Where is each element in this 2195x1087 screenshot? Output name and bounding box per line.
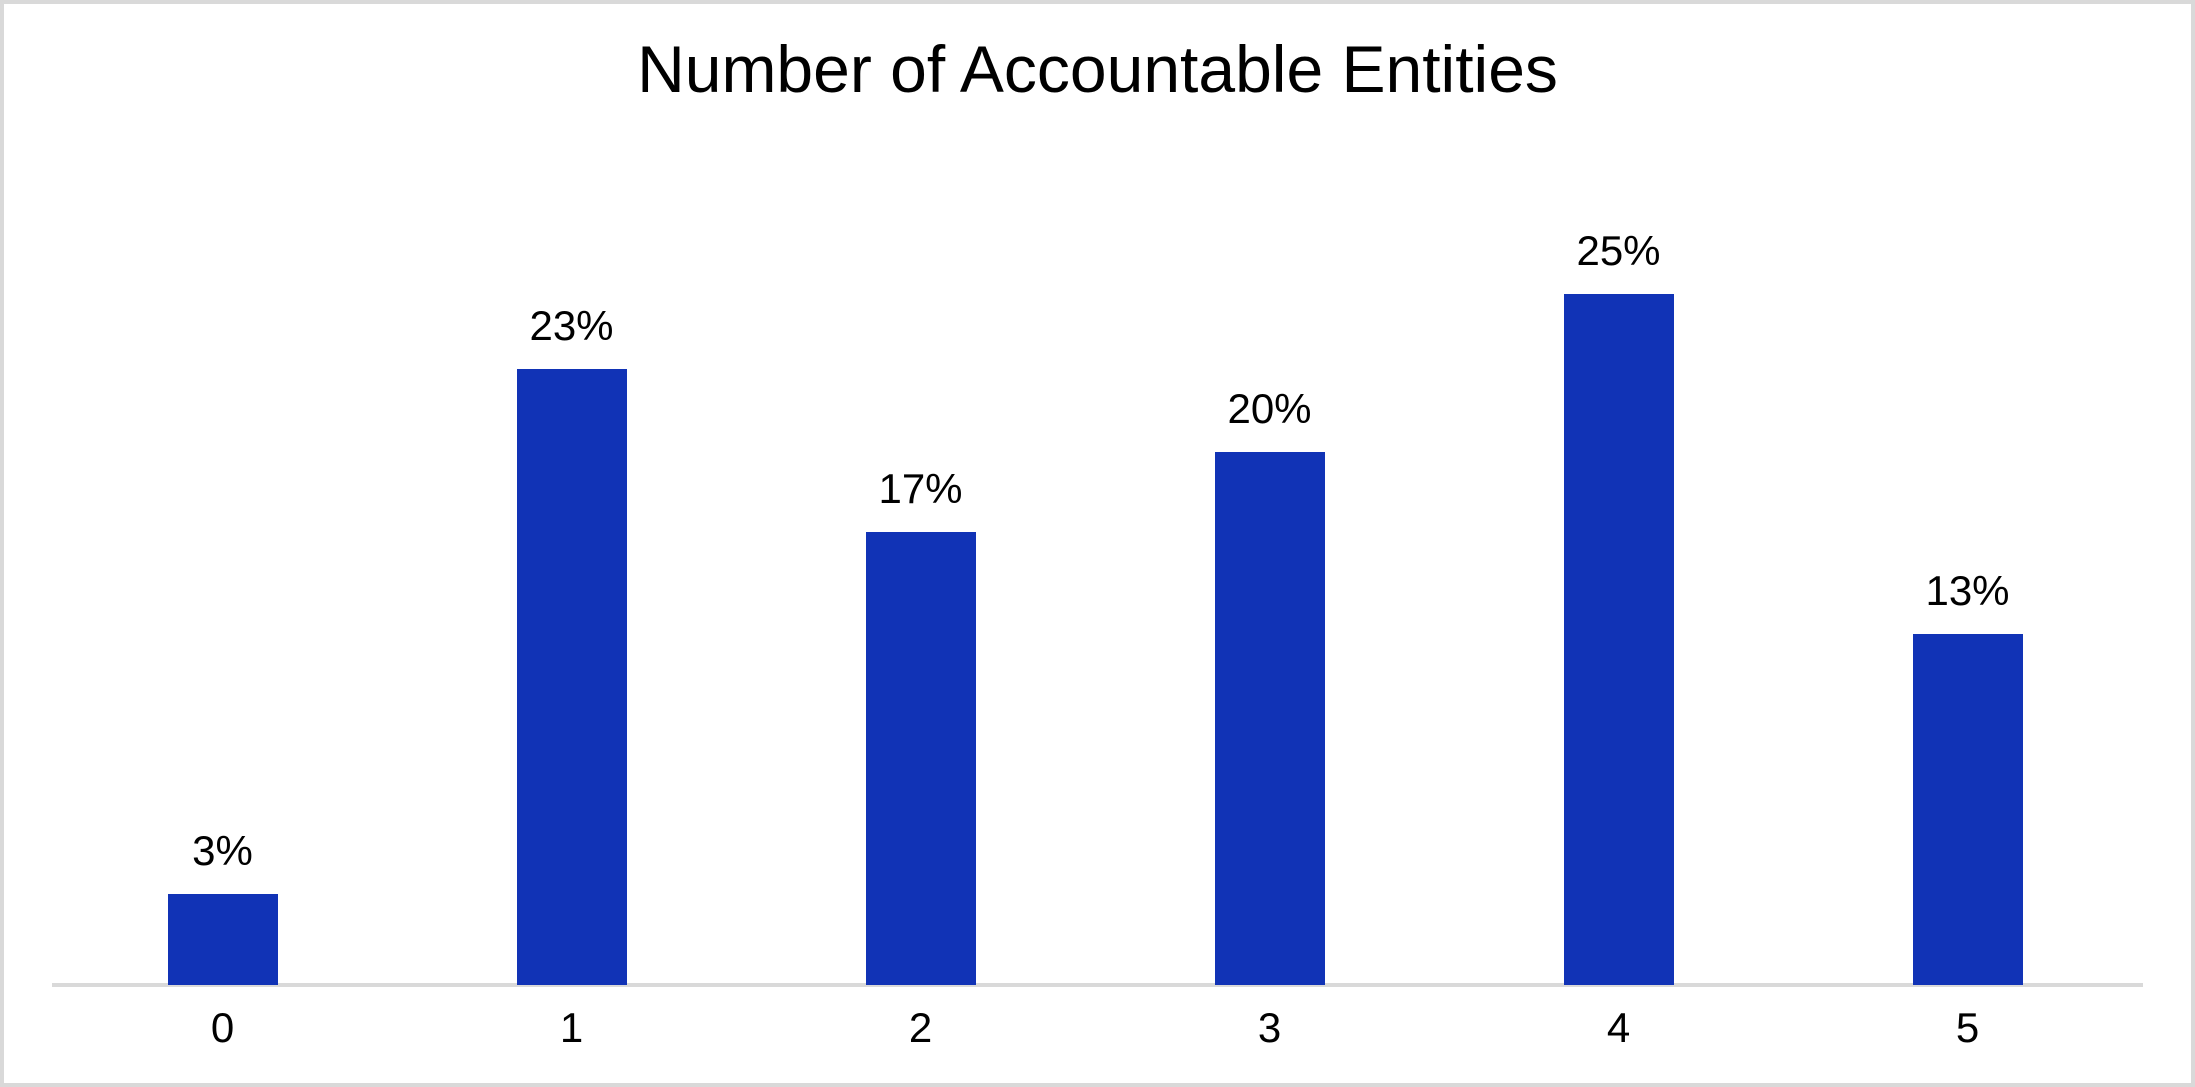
bar-value-label: 17% (878, 465, 963, 512)
x-axis-line (52, 983, 2143, 987)
bar (1563, 294, 1674, 985)
bar-value-label: 3% (192, 827, 253, 874)
bar-value-label: 25% (1576, 227, 1661, 274)
bar (865, 532, 976, 985)
chart-title: Number of Accountable Entities (637, 32, 1558, 106)
bar-value-label: 23% (529, 302, 614, 349)
bar (516, 369, 627, 985)
x-tick-label: 3 (1257, 1004, 1282, 1051)
x-tick-label: 2 (908, 1004, 933, 1051)
bar-value-label: 13% (1925, 567, 2010, 614)
x-tick-label: 5 (1955, 1004, 1980, 1051)
x-tick-label: 4 (1606, 1004, 1631, 1051)
bar (1214, 452, 1325, 985)
x-tick-label: 0 (210, 1004, 235, 1051)
x-tick-label: 1 (559, 1004, 584, 1051)
bar (167, 894, 278, 985)
bar (1912, 634, 2023, 985)
bar-value-label: 20% (1227, 385, 1312, 432)
